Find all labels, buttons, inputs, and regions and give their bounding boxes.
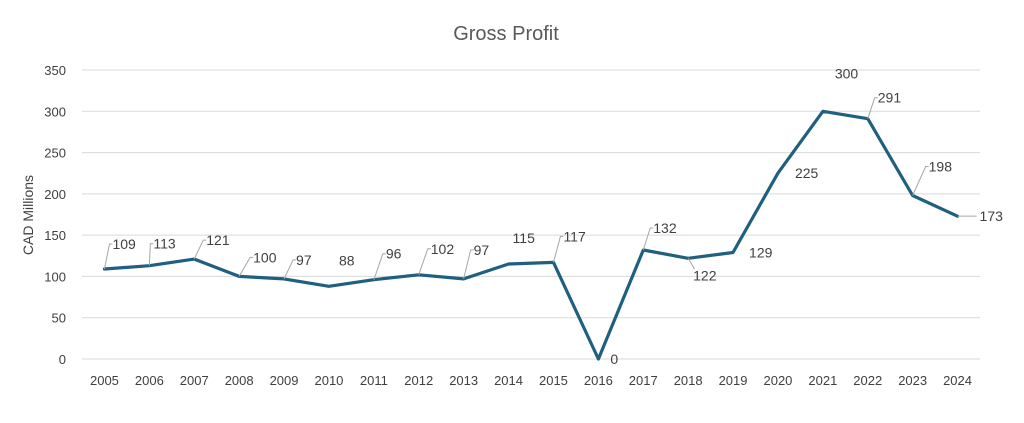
- y-axis-label: CAD Millions: [20, 175, 36, 255]
- label-leader: [867, 97, 878, 119]
- leader-lines: [103, 97, 977, 280]
- data-label: 113: [153, 236, 176, 252]
- label-leader: [103, 243, 113, 270]
- data-label: 291: [878, 90, 902, 106]
- chart-title: Gross Profit: [453, 23, 559, 45]
- label-leader: [912, 166, 929, 196]
- y-tick-label: 250: [44, 146, 66, 161]
- label-leader: [373, 253, 386, 280]
- data-label: 173: [980, 208, 1004, 224]
- y-tick-label: 0: [59, 352, 66, 367]
- data-label: 0: [610, 351, 618, 367]
- data-label: 198: [929, 159, 953, 175]
- y-axis-ticks: 0 50 100 150 200 250 300 350: [44, 63, 66, 367]
- y-tick-label: 200: [44, 187, 66, 202]
- x-tick-label: 2021: [808, 373, 837, 388]
- x-tick-label: 2009: [270, 373, 299, 388]
- data-label: 100: [253, 249, 277, 265]
- data-label: 88: [339, 252, 355, 268]
- data-label: 121: [206, 232, 230, 248]
- label-leader: [283, 259, 297, 280]
- data-label: 97: [296, 252, 312, 268]
- data-label: 102: [431, 241, 455, 257]
- x-tick-label: 2023: [898, 373, 927, 388]
- data-label: 109: [112, 236, 136, 252]
- data-labels: 109 113 121 100 97 88 96 102 97 115 117 0 132 122 129 2…: [112, 65, 1003, 367]
- x-tick-label: 2012: [404, 373, 433, 388]
- y-tick-label: 300: [44, 104, 66, 119]
- x-tick-label: 2006: [135, 373, 164, 388]
- label-leader: [687, 258, 696, 269]
- label-leader: [148, 243, 154, 266]
- data-label: 225: [795, 165, 819, 181]
- x-tick-label: 2024: [943, 373, 972, 388]
- x-axis-ticks: 2005 2006 2007 2008 2009 2010 2011 2012 2013 2014…: [90, 373, 972, 388]
- data-label: 117: [563, 228, 586, 244]
- data-label: 122: [693, 267, 717, 283]
- x-tick-label: 2014: [494, 373, 523, 388]
- y-tick-label: 150: [44, 228, 66, 243]
- gridlines: [82, 69, 980, 360]
- y-tick-label: 100: [44, 269, 66, 284]
- label-leader: [463, 249, 474, 280]
- label-leader: [238, 256, 254, 277]
- x-tick-label: 2008: [225, 373, 254, 388]
- x-tick-label: 2020: [763, 373, 792, 388]
- y-tick-label: 50: [52, 311, 66, 326]
- x-tick-label: 2005: [90, 373, 119, 388]
- x-tick-label: 2010: [314, 373, 343, 388]
- series-layer: [102, 109, 960, 361]
- x-tick-label: 2022: [853, 373, 882, 388]
- x-tick-label: 2018: [674, 373, 703, 388]
- label-leader: [418, 248, 431, 275]
- x-tick-label: 2013: [449, 373, 478, 388]
- series-line: [102, 109, 960, 361]
- x-tick-label: 2017: [629, 373, 658, 388]
- data-label: 132: [653, 220, 677, 236]
- x-tick-label: 2016: [584, 373, 613, 388]
- data-label: 97: [474, 242, 490, 258]
- x-tick-label: 2015: [539, 373, 568, 388]
- label-leader: [552, 235, 564, 263]
- label-leader: [642, 227, 654, 251]
- y-tick-label: 350: [44, 63, 66, 78]
- x-tick-label: 2019: [719, 373, 748, 388]
- data-label: 129: [749, 244, 773, 260]
- data-label: 96: [386, 246, 402, 262]
- data-label: 300: [835, 65, 859, 81]
- data-label: 115: [513, 230, 536, 246]
- label-leader: [193, 239, 207, 260]
- x-tick-label: 2011: [360, 373, 388, 388]
- x-tick-label: 2007: [180, 373, 209, 388]
